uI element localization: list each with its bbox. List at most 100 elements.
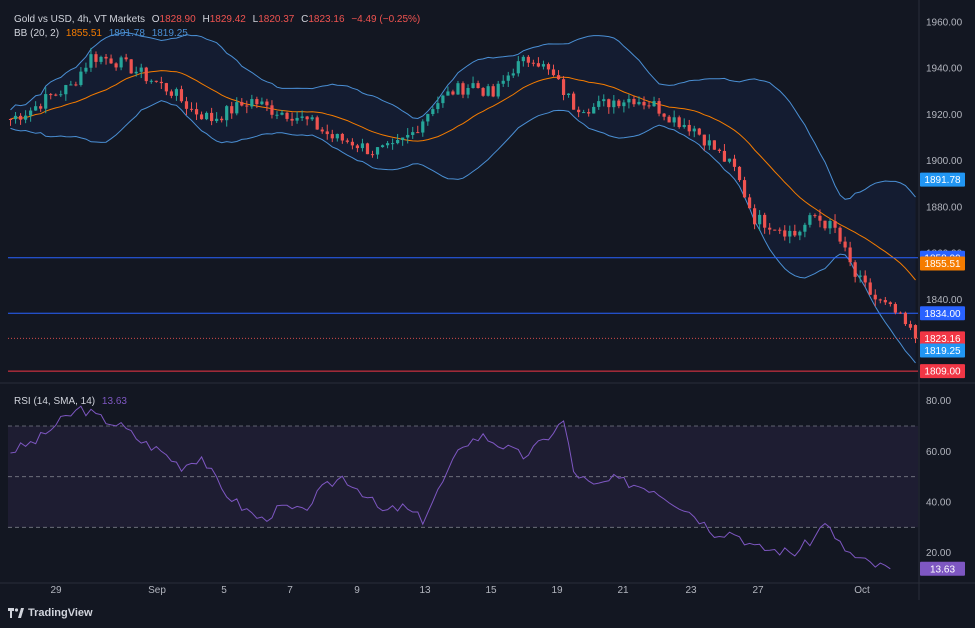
candle-body: [853, 262, 857, 277]
candle: [551, 64, 556, 77]
candle: [104, 53, 108, 65]
candle: [642, 96, 646, 110]
candle: [59, 90, 63, 97]
candle-body: [687, 124, 691, 132]
candle-body: [375, 147, 380, 155]
candle: [778, 227, 782, 234]
candle: [220, 116, 224, 123]
candle: [396, 133, 400, 145]
candle-body: [541, 64, 546, 67]
candle-body: [587, 112, 591, 114]
candle: [285, 111, 289, 122]
candle: [908, 320, 913, 331]
time-tick-label: 27: [752, 585, 764, 596]
candle: [627, 94, 631, 109]
candle: [793, 224, 797, 238]
candle-body: [325, 131, 329, 135]
level-badge-1834-bg: [920, 306, 965, 321]
candle-body: [607, 99, 611, 108]
candle-body: [823, 220, 827, 229]
candle: [74, 81, 78, 87]
candle-body: [808, 215, 812, 225]
candle-body: [647, 105, 651, 107]
grid-lines: [0, 0, 975, 600]
candlestick-series: [8, 47, 918, 344]
candle: [280, 110, 284, 116]
candle-body: [531, 62, 535, 64]
candle: [632, 96, 636, 107]
candle-body: [129, 59, 133, 74]
candle: [335, 133, 339, 142]
candle-body: [556, 75, 561, 80]
horizontal-levels: [8, 257, 918, 372]
candle: [853, 260, 857, 283]
candle: [888, 301, 892, 307]
candle: [913, 324, 918, 344]
candle: [240, 98, 244, 107]
candle-body: [355, 145, 360, 149]
candle-body: [662, 113, 666, 117]
candle-body: [521, 56, 525, 62]
candle-body: [134, 71, 138, 74]
candle: [340, 132, 344, 144]
candle: [325, 124, 329, 140]
candle-body: [476, 83, 480, 89]
candle: [451, 89, 455, 96]
candle: [521, 55, 525, 67]
candle: [134, 66, 138, 77]
candle-body: [119, 57, 123, 68]
candle-body: [742, 180, 747, 198]
candle: [441, 94, 445, 108]
candle-body: [863, 275, 867, 283]
candle-body: [315, 117, 319, 130]
candle-body: [481, 88, 485, 96]
candle-body: [59, 94, 63, 96]
candle: [898, 311, 903, 314]
candle: [833, 214, 837, 234]
tradingview-logo[interactable]: TradingView: [8, 607, 93, 619]
candle: [491, 83, 495, 98]
candle: [189, 102, 194, 112]
candle-body: [104, 56, 108, 59]
candle-body: [627, 98, 631, 103]
candle: [94, 51, 98, 68]
candle: [350, 138, 354, 150]
time-tick-label: 9: [354, 585, 360, 596]
candle-body: [184, 101, 189, 109]
time-tick-label: 19: [551, 585, 563, 596]
candle-body: [245, 105, 249, 107]
candle-body: [843, 241, 847, 248]
candle-body: [722, 150, 727, 162]
candle: [763, 212, 767, 234]
candle: [501, 75, 505, 87]
candle-body: [240, 102, 244, 106]
candle: [235, 97, 239, 116]
candle: [461, 81, 465, 99]
candle-body: [577, 109, 581, 113]
candle-body: [84, 67, 88, 72]
candle: [813, 213, 817, 218]
candle-body: [622, 102, 626, 107]
candle-body: [34, 106, 38, 111]
brand-label: TradingView: [28, 607, 93, 619]
last-price-badge: 1823.16: [924, 334, 961, 345]
candle: [773, 229, 777, 231]
candle-body: [340, 133, 344, 141]
candle: [732, 154, 737, 172]
candle: [139, 63, 143, 79]
candle: [712, 140, 716, 150]
candle: [385, 141, 390, 149]
candle-body: [74, 84, 78, 86]
close-label: C: [301, 14, 309, 25]
open-value: 1828.90: [159, 14, 196, 25]
candle-body: [225, 106, 229, 121]
candle-body: [345, 140, 349, 142]
symbol-title: Gold vs USD, 4h, VT Markets: [14, 14, 145, 25]
bb-upper-line: [10, 31, 916, 200]
candle-body: [99, 56, 103, 62]
candle-body: [159, 81, 163, 84]
candle-body: [773, 229, 777, 231]
candle-body: [868, 282, 872, 295]
candle: [29, 107, 33, 122]
